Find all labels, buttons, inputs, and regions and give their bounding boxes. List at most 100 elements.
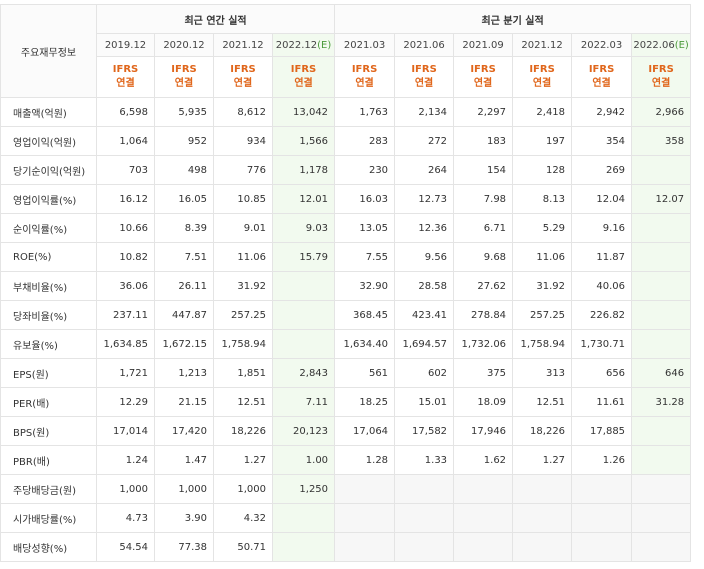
table-cell: 11.06 — [512, 242, 573, 272]
table-cell — [394, 503, 455, 533]
table-cell: 423.41 — [394, 300, 455, 330]
table-row: 시가배당률(%) 4.73 3.90 4.32 — [0, 503, 692, 533]
table-cell: 15.01 — [394, 387, 455, 417]
table-cell — [394, 532, 455, 562]
table-cell: 10.66 — [96, 213, 155, 243]
table-cell: 776 — [213, 155, 273, 185]
period-label: 2020.12 — [163, 39, 205, 51]
table-cell: 31.28 — [631, 387, 692, 417]
table-cell: 4.32 — [213, 503, 273, 533]
table-cell: 11.06 — [213, 242, 273, 272]
table-cell — [631, 271, 692, 301]
table-cell: 237.11 — [96, 300, 155, 330]
ifrs-label-cell: IFRS 연결 — [394, 56, 455, 98]
table-cell — [271, 300, 336, 330]
table-cell: 12.07 — [631, 184, 692, 214]
table-cell: 602 — [394, 358, 455, 388]
row-label: 당기순이익(억원) — [0, 155, 97, 185]
table-cell — [453, 474, 514, 504]
table-cell: 18.09 — [453, 387, 514, 417]
table-cell: 1,758.94 — [512, 329, 573, 359]
table-cell: 183 — [453, 126, 514, 156]
table-row: ROE(%) 10.82 7.51 11.06 15.79 7.55 9.56 9.68 11.… — [0, 242, 692, 272]
row-label: PBR(배) — [0, 445, 97, 475]
quarter-group-title: 최근 분기 실적 — [334, 4, 692, 34]
table-cell: 9.03 — [271, 213, 336, 243]
table-cell: 2,134 — [394, 97, 455, 127]
table-cell — [571, 474, 633, 504]
table-row: PER(배) 12.29 21.15 12.51 7.11 18.25 15.01 18.09… — [0, 387, 692, 417]
ifrs-header-row: IFRS 연결 IFRS 연결 IFRS 연결 IFRS 연결 IFRS 연결 IFRS 연결 IFRS… — [1, 56, 692, 98]
table-cell: 31.92 — [512, 271, 573, 301]
row-label: 영업이익률(%) — [0, 184, 97, 214]
table-cell: 128 — [512, 155, 573, 185]
ifrs-label-cell: IFRS 연결 — [571, 56, 633, 98]
table-cell — [571, 532, 633, 562]
table-row: 당좌비율(%) 237.11 447.87 257.25 368.45 423.41 278… — [0, 300, 692, 330]
table-cell: 1,672.15 — [154, 329, 214, 359]
period-label: 2022.03 — [580, 39, 623, 51]
table-cell: 1,634.85 — [96, 329, 155, 359]
period-header-quarter-5: 2022.06(E) — [631, 33, 692, 57]
consolidated-label: 연결 — [592, 78, 611, 89]
table-cell: 11.61 — [571, 387, 633, 417]
table-cell: 278.84 — [453, 300, 514, 330]
table-cell: 17,420 — [154, 416, 214, 446]
table-cell — [512, 474, 573, 504]
table-cell: 17,014 — [96, 416, 155, 446]
table-cell — [631, 300, 692, 330]
period-label: 2021.12 — [521, 39, 563, 51]
ifrs-label-cell: IFRS 연결 — [271, 56, 336, 98]
table-cell — [512, 532, 573, 562]
table-cell: 1,721 — [96, 358, 155, 388]
table-cell: 5.29 — [512, 213, 573, 243]
table-cell: 1.27 — [213, 445, 273, 475]
row-label: 주당배당금(원) — [0, 474, 97, 504]
table-cell: 313 — [512, 358, 573, 388]
table-cell: 656 — [571, 358, 633, 388]
table-cell — [631, 416, 692, 446]
table-cell: 2,843 — [271, 358, 336, 388]
table-cell — [453, 532, 514, 562]
table-cell — [631, 474, 692, 504]
table-cell: 6,598 — [96, 97, 155, 127]
table-cell: 9.01 — [213, 213, 273, 243]
table-cell: 1.24 — [96, 445, 155, 475]
table-cell: 18.25 — [334, 387, 396, 417]
period-header-quarter-4: 2022.03 — [571, 33, 633, 57]
row-label: 부채비율(%) — [0, 271, 97, 301]
table-cell: 10.82 — [96, 242, 155, 272]
table-cell: 1.33 — [394, 445, 455, 475]
table-cell — [271, 329, 336, 359]
period-header-row: 2019.12 2020.12 2021.12 2022.12(E) 2021.03 20… — [1, 33, 692, 57]
ifrs-label-cell: IFRS 연결 — [453, 56, 514, 98]
table-cell: 561 — [334, 358, 396, 388]
table-row: 영업이익(억원) 1,064 952 934 1,566 283 272 183 197 354 3… — [0, 126, 692, 156]
table-row: PBR(배) 1.24 1.47 1.27 1.00 1.28 1.33 1.62 1.27 1.… — [0, 445, 692, 475]
table-cell: 6.71 — [453, 213, 514, 243]
table-cell: 10.85 — [213, 184, 273, 214]
table-cell: 1.28 — [334, 445, 396, 475]
table-cell: 2,942 — [571, 97, 633, 127]
period-label: 2022.12 — [275, 39, 318, 51]
period-header-quarter-0: 2021.03 — [334, 33, 396, 57]
table-row: BPS(원) 17,014 17,420 18,226 20,123 17,064 17,5… — [0, 416, 692, 446]
table-cell: 272 — [394, 126, 455, 156]
table-cell: 40.06 — [571, 271, 633, 301]
row-label: 순이익률(%) — [0, 213, 97, 243]
table-cell — [631, 329, 692, 359]
consolidated-label: 연결 — [651, 78, 671, 89]
financial-summary-table: 주요재무정보 최근 연간 실적 최근 분기 실적 2019.12 2020.12 2… — [0, 4, 692, 562]
table-cell: 1,250 — [271, 474, 336, 504]
table-cell: 264 — [394, 155, 455, 185]
table-cell: 32.90 — [334, 271, 396, 301]
table-cell: 17,885 — [571, 416, 633, 446]
ifrs-label: IFRS — [171, 64, 197, 75]
table-cell: 77.38 — [154, 532, 214, 562]
table-cell: 27.62 — [453, 271, 514, 301]
row-label: 배당성향(%) — [0, 532, 97, 562]
table-cell: 13.05 — [334, 213, 396, 243]
table-cell — [571, 503, 633, 533]
table-cell: 1,763 — [334, 97, 396, 127]
table-cell: 2,297 — [453, 97, 514, 127]
